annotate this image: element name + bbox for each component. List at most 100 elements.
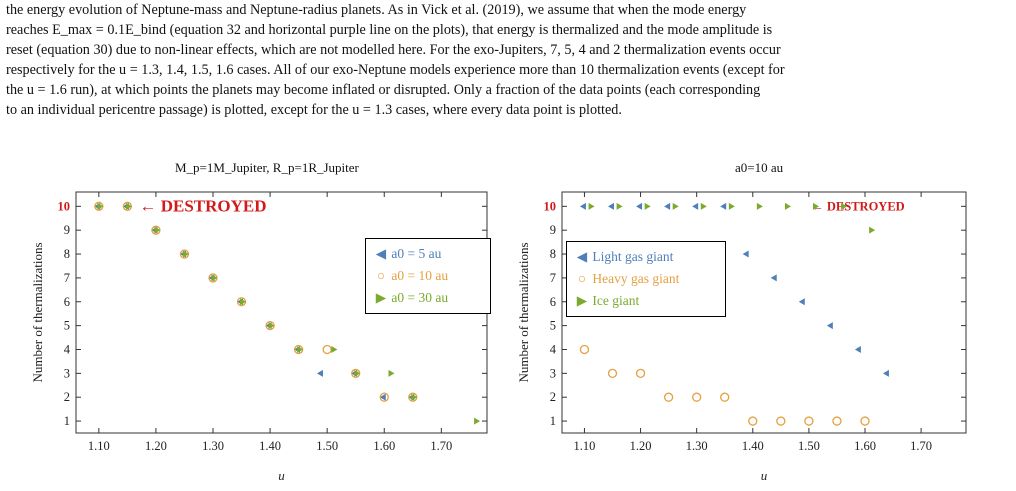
data-point xyxy=(608,202,614,210)
data-point xyxy=(784,202,791,210)
body-paragraph: the energy evolution of Neptune-mass and… xyxy=(6,0,1010,120)
y-tick-label: 9 xyxy=(64,223,70,237)
y-tick-label: 9 xyxy=(550,223,556,237)
data-point xyxy=(664,202,671,210)
data-point xyxy=(860,416,870,426)
right-legend: ◀ Light gas giant ○ Heavy gas giant ▶ Ic… xyxy=(566,241,726,317)
y-tick-label: 8 xyxy=(550,247,556,261)
x-tick-label: 1.10 xyxy=(88,439,110,453)
y-tick-label: 1 xyxy=(550,414,556,428)
x-tick-label: 1.10 xyxy=(574,439,596,453)
destroyed-annotation: ← DESTROYED xyxy=(811,199,904,213)
x-axis-label: u xyxy=(761,468,768,483)
data-point xyxy=(379,392,389,402)
data-point xyxy=(869,226,876,234)
y-tick-label: 3 xyxy=(550,366,556,380)
right-plot-frame xyxy=(561,191,967,434)
legend-entry: ◀ Light gas giant xyxy=(575,246,717,268)
paragraph-line: respectively for the u = 1.3, 1.4, 1.5, … xyxy=(6,62,785,78)
data-point xyxy=(663,392,674,402)
x-tick-label: 1.30 xyxy=(202,439,224,453)
x-tick-label: 1.30 xyxy=(686,439,708,453)
x-tick-label: 1.50 xyxy=(316,439,338,453)
y-tick-label: 5 xyxy=(64,319,70,333)
data-point xyxy=(748,416,758,426)
data-point xyxy=(268,322,275,330)
x-tick-label: 1.60 xyxy=(373,439,395,453)
y-tick-label: 1 xyxy=(64,414,70,428)
data-point xyxy=(728,202,735,210)
y-tick-label: 10 xyxy=(58,199,71,213)
data-point xyxy=(211,274,218,282)
data-point xyxy=(720,392,730,402)
data-point xyxy=(742,250,749,258)
data-point xyxy=(770,274,777,282)
data-point xyxy=(700,202,707,210)
data-point xyxy=(240,298,247,306)
data-point xyxy=(644,202,651,210)
data-point xyxy=(813,202,819,210)
data-point xyxy=(354,369,361,377)
data-point xyxy=(798,298,805,306)
paragraph-line: the energy evolution of Neptune-mass and… xyxy=(6,2,747,18)
x-tick-label: 1.60 xyxy=(854,439,876,453)
data-point xyxy=(854,345,861,353)
x-tick-label: 1.20 xyxy=(145,439,167,453)
y-tick-label: 3 xyxy=(64,366,70,380)
data-point xyxy=(692,392,702,402)
legend-entry: ○ a0 = 10 au xyxy=(374,265,482,287)
y-tick-label: 6 xyxy=(64,295,70,309)
legend-entry: ▶ Ice giant xyxy=(575,290,717,312)
triangle-left-icon: ◀ xyxy=(375,246,387,261)
data-point xyxy=(154,226,161,234)
y-tick-label: 4 xyxy=(64,342,71,356)
data-point xyxy=(692,202,699,210)
y-tick-label: 5 xyxy=(550,319,556,333)
circle-open-icon: ○ xyxy=(577,271,587,286)
y-tick-label: 4 xyxy=(550,342,557,356)
data-point xyxy=(882,369,889,377)
legend-entry: ○ Heavy gas giant xyxy=(575,268,717,290)
legend-label: Ice giant xyxy=(592,293,640,308)
data-point xyxy=(672,202,679,210)
legend-label: Heavy gas giant xyxy=(592,271,680,286)
left-chart-title: M_p=1M_Jupiter, R_p=1R_Jupiter xyxy=(175,160,359,175)
y-tick-label: 7 xyxy=(64,271,70,285)
data-point xyxy=(331,345,338,353)
paragraph-line: the u = 1.6 run), at which points the pl… xyxy=(6,82,761,98)
data-point xyxy=(411,393,418,401)
y-tick-label: 8 xyxy=(64,247,70,261)
y-tick-label: 6 xyxy=(550,295,556,309)
data-point xyxy=(832,416,842,426)
data-point xyxy=(388,369,395,377)
legend-label: Light gas giant xyxy=(592,249,674,264)
data-point xyxy=(588,202,595,210)
data-point xyxy=(579,202,586,210)
circle-open-icon: ○ xyxy=(376,268,386,283)
triangle-right-icon: ▶ xyxy=(576,293,588,308)
data-point xyxy=(635,368,646,378)
data-point xyxy=(841,202,848,210)
x-tick-label: 1.40 xyxy=(742,439,764,453)
x-tick-label: 1.70 xyxy=(910,439,932,453)
data-point xyxy=(379,393,386,401)
data-point xyxy=(616,202,623,210)
x-tick-label: 1.20 xyxy=(630,439,652,453)
legend-label: a0 = 10 au xyxy=(391,268,449,283)
data-point xyxy=(720,202,727,210)
data-point xyxy=(297,345,304,353)
y-axis-label: Number of thermalizations xyxy=(30,242,45,382)
data-point xyxy=(607,368,618,378)
x-tick-label: 1.50 xyxy=(798,439,820,453)
paragraph-line: to an individual pericentre passage) is … xyxy=(6,102,622,118)
data-point xyxy=(756,202,763,210)
data-point xyxy=(182,250,189,258)
data-point xyxy=(804,416,814,426)
destroyed-annotation: ← DESTROYED xyxy=(139,196,266,215)
legend-entry: ◀ a0 = 5 au xyxy=(374,243,482,265)
data-point xyxy=(97,202,104,210)
x-tick-label: 1.40 xyxy=(259,439,281,453)
data-point xyxy=(776,416,786,426)
right-chart-title: a0=10 au xyxy=(735,160,784,175)
